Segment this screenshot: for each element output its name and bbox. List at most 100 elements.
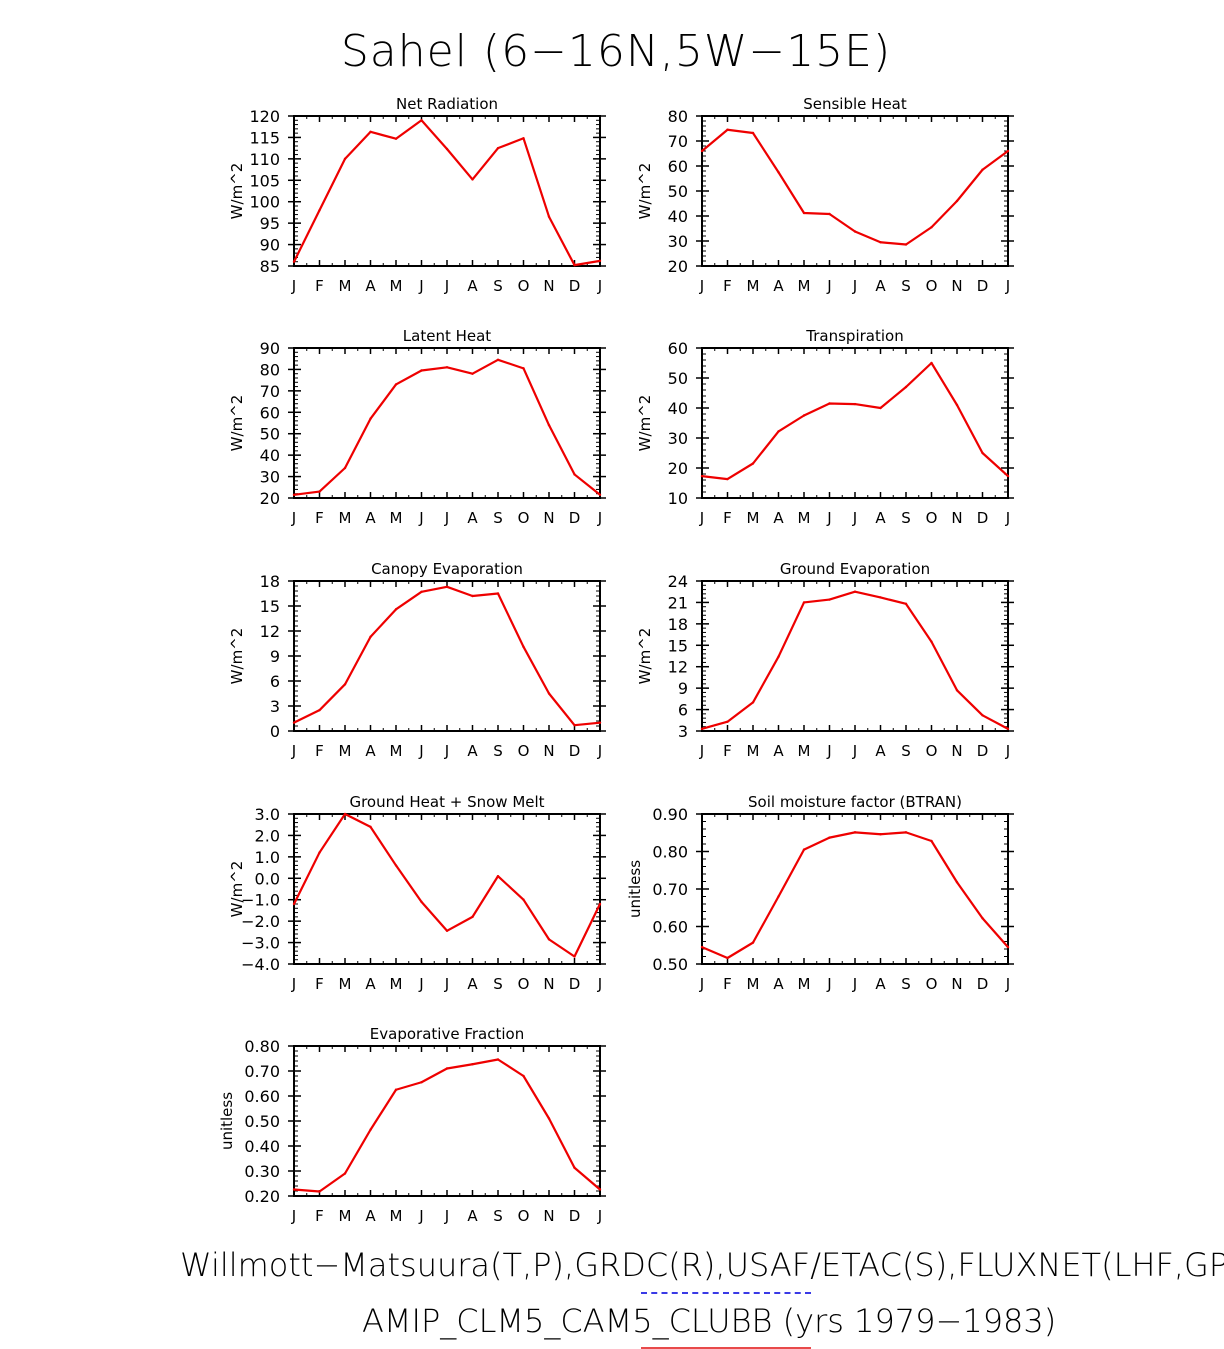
x-tick-label: M bbox=[747, 742, 760, 760]
x-tick-label: M bbox=[747, 975, 760, 993]
data-point bbox=[318, 209, 321, 212]
x-tick-label: M bbox=[390, 509, 403, 527]
y-tick-label: 50 bbox=[668, 369, 688, 388]
data-point bbox=[471, 372, 474, 375]
data-point bbox=[343, 683, 347, 686]
data-point bbox=[394, 137, 398, 140]
y-tick-label: 15 bbox=[668, 636, 688, 655]
data-point bbox=[420, 900, 423, 904]
panel-title: Ground Evaporation bbox=[780, 560, 930, 578]
y-tick-label: 6 bbox=[270, 672, 280, 691]
data-point bbox=[522, 137, 525, 140]
x-tick-label: A bbox=[467, 742, 478, 760]
x-tick-label: F bbox=[723, 975, 732, 993]
panel-title: Evaporative Fraction bbox=[370, 1025, 524, 1043]
x-tick-label: A bbox=[773, 742, 784, 760]
model-legend-line bbox=[641, 1347, 811, 1349]
x-tick-label: M bbox=[339, 975, 352, 993]
data-point bbox=[445, 585, 449, 589]
data-point bbox=[522, 898, 525, 901]
x-tick-label: A bbox=[875, 975, 886, 993]
x-tick-label: A bbox=[875, 509, 886, 527]
x-tick-label: O bbox=[518, 1207, 530, 1225]
series-line bbox=[293, 812, 601, 958]
y-tick-label: 40 bbox=[668, 399, 688, 418]
data-point bbox=[700, 474, 704, 478]
x-tick-label: N bbox=[543, 277, 554, 295]
y-axis-label: W/m^2 bbox=[228, 163, 246, 220]
y-tick-label: 20 bbox=[668, 459, 688, 478]
y-tick-label: 20 bbox=[260, 489, 280, 508]
y-tick-label: 21 bbox=[668, 593, 688, 612]
y-tick-label: 115 bbox=[249, 128, 280, 147]
x-tick-label: D bbox=[977, 277, 989, 295]
data-point bbox=[598, 1188, 602, 1191]
chart-panel: J F M A M J J A S O N D J2030405060708090W/m^2Latent… bbox=[228, 327, 606, 527]
x-tick-label: M bbox=[339, 742, 352, 760]
x-tick-label: J bbox=[597, 1207, 602, 1225]
data-point bbox=[369, 1128, 372, 1131]
x-tick-label: M bbox=[390, 277, 403, 295]
data-point bbox=[751, 701, 755, 704]
x-tick-label: A bbox=[467, 277, 478, 295]
data-point bbox=[445, 147, 449, 151]
x-tick-label: N bbox=[543, 1207, 554, 1225]
x-tick-label: M bbox=[747, 509, 760, 527]
x-tick-label: J bbox=[826, 742, 831, 760]
data-point bbox=[343, 1172, 347, 1175]
x-tick-label: J bbox=[699, 742, 704, 760]
y-axis-label: W/m^2 bbox=[636, 628, 654, 685]
data-point bbox=[496, 146, 500, 150]
x-tick-label: N bbox=[543, 742, 554, 760]
data-point bbox=[879, 596, 882, 599]
x-tick-label: J bbox=[597, 742, 602, 760]
y-tick-label: 12 bbox=[260, 622, 280, 641]
data-point bbox=[802, 414, 806, 417]
x-tick-label: J bbox=[1005, 277, 1010, 295]
data-point bbox=[751, 462, 755, 465]
x-tick-label: J bbox=[444, 277, 449, 295]
x-tick-label: O bbox=[926, 509, 938, 527]
x-tick-label: J bbox=[291, 742, 296, 760]
plot-frame bbox=[701, 347, 1009, 499]
data-point bbox=[955, 199, 959, 203]
series-line bbox=[293, 358, 601, 496]
data-point bbox=[522, 1074, 525, 1078]
x-tick-label: F bbox=[723, 742, 732, 760]
y-tick-label: 90 bbox=[260, 236, 280, 255]
panel-title: Net Radiation bbox=[396, 95, 498, 113]
data-point bbox=[445, 1067, 449, 1070]
x-tick-label: M bbox=[390, 1207, 403, 1225]
data-point bbox=[369, 417, 372, 420]
x-tick-label: D bbox=[569, 509, 581, 527]
x-tick-label: J bbox=[418, 277, 423, 295]
data-point bbox=[930, 361, 933, 365]
x-tick-label: N bbox=[951, 509, 962, 527]
x-tick-label: A bbox=[467, 509, 478, 527]
y-axis-label: unitless bbox=[626, 860, 644, 918]
data-point bbox=[318, 851, 321, 854]
x-tick-label: J bbox=[826, 975, 831, 993]
x-tick-label: S bbox=[493, 509, 503, 527]
data-point bbox=[981, 917, 984, 920]
x-tick-label: S bbox=[493, 277, 503, 295]
y-tick-label: 0.50 bbox=[652, 955, 688, 974]
y-tick-label: 85 bbox=[260, 257, 280, 276]
y-tick-label: 40 bbox=[260, 446, 280, 465]
x-tick-label: M bbox=[390, 742, 403, 760]
x-tick-label: D bbox=[569, 277, 581, 295]
data-point bbox=[598, 493, 602, 496]
y-axis-label: unitless bbox=[218, 1092, 236, 1150]
data-point bbox=[598, 902, 602, 906]
data-point bbox=[726, 128, 729, 131]
data-point bbox=[1006, 727, 1010, 731]
y-tick-label: 70 bbox=[260, 382, 280, 401]
data-point bbox=[828, 212, 831, 216]
data-point bbox=[292, 260, 296, 263]
x-tick-label: J bbox=[1005, 975, 1010, 993]
y-tick-label: 0.60 bbox=[244, 1087, 280, 1106]
data-point bbox=[828, 598, 831, 601]
data-point bbox=[522, 645, 525, 649]
y-tick-label: 60 bbox=[668, 157, 688, 176]
x-tick-label: J bbox=[418, 1207, 423, 1225]
